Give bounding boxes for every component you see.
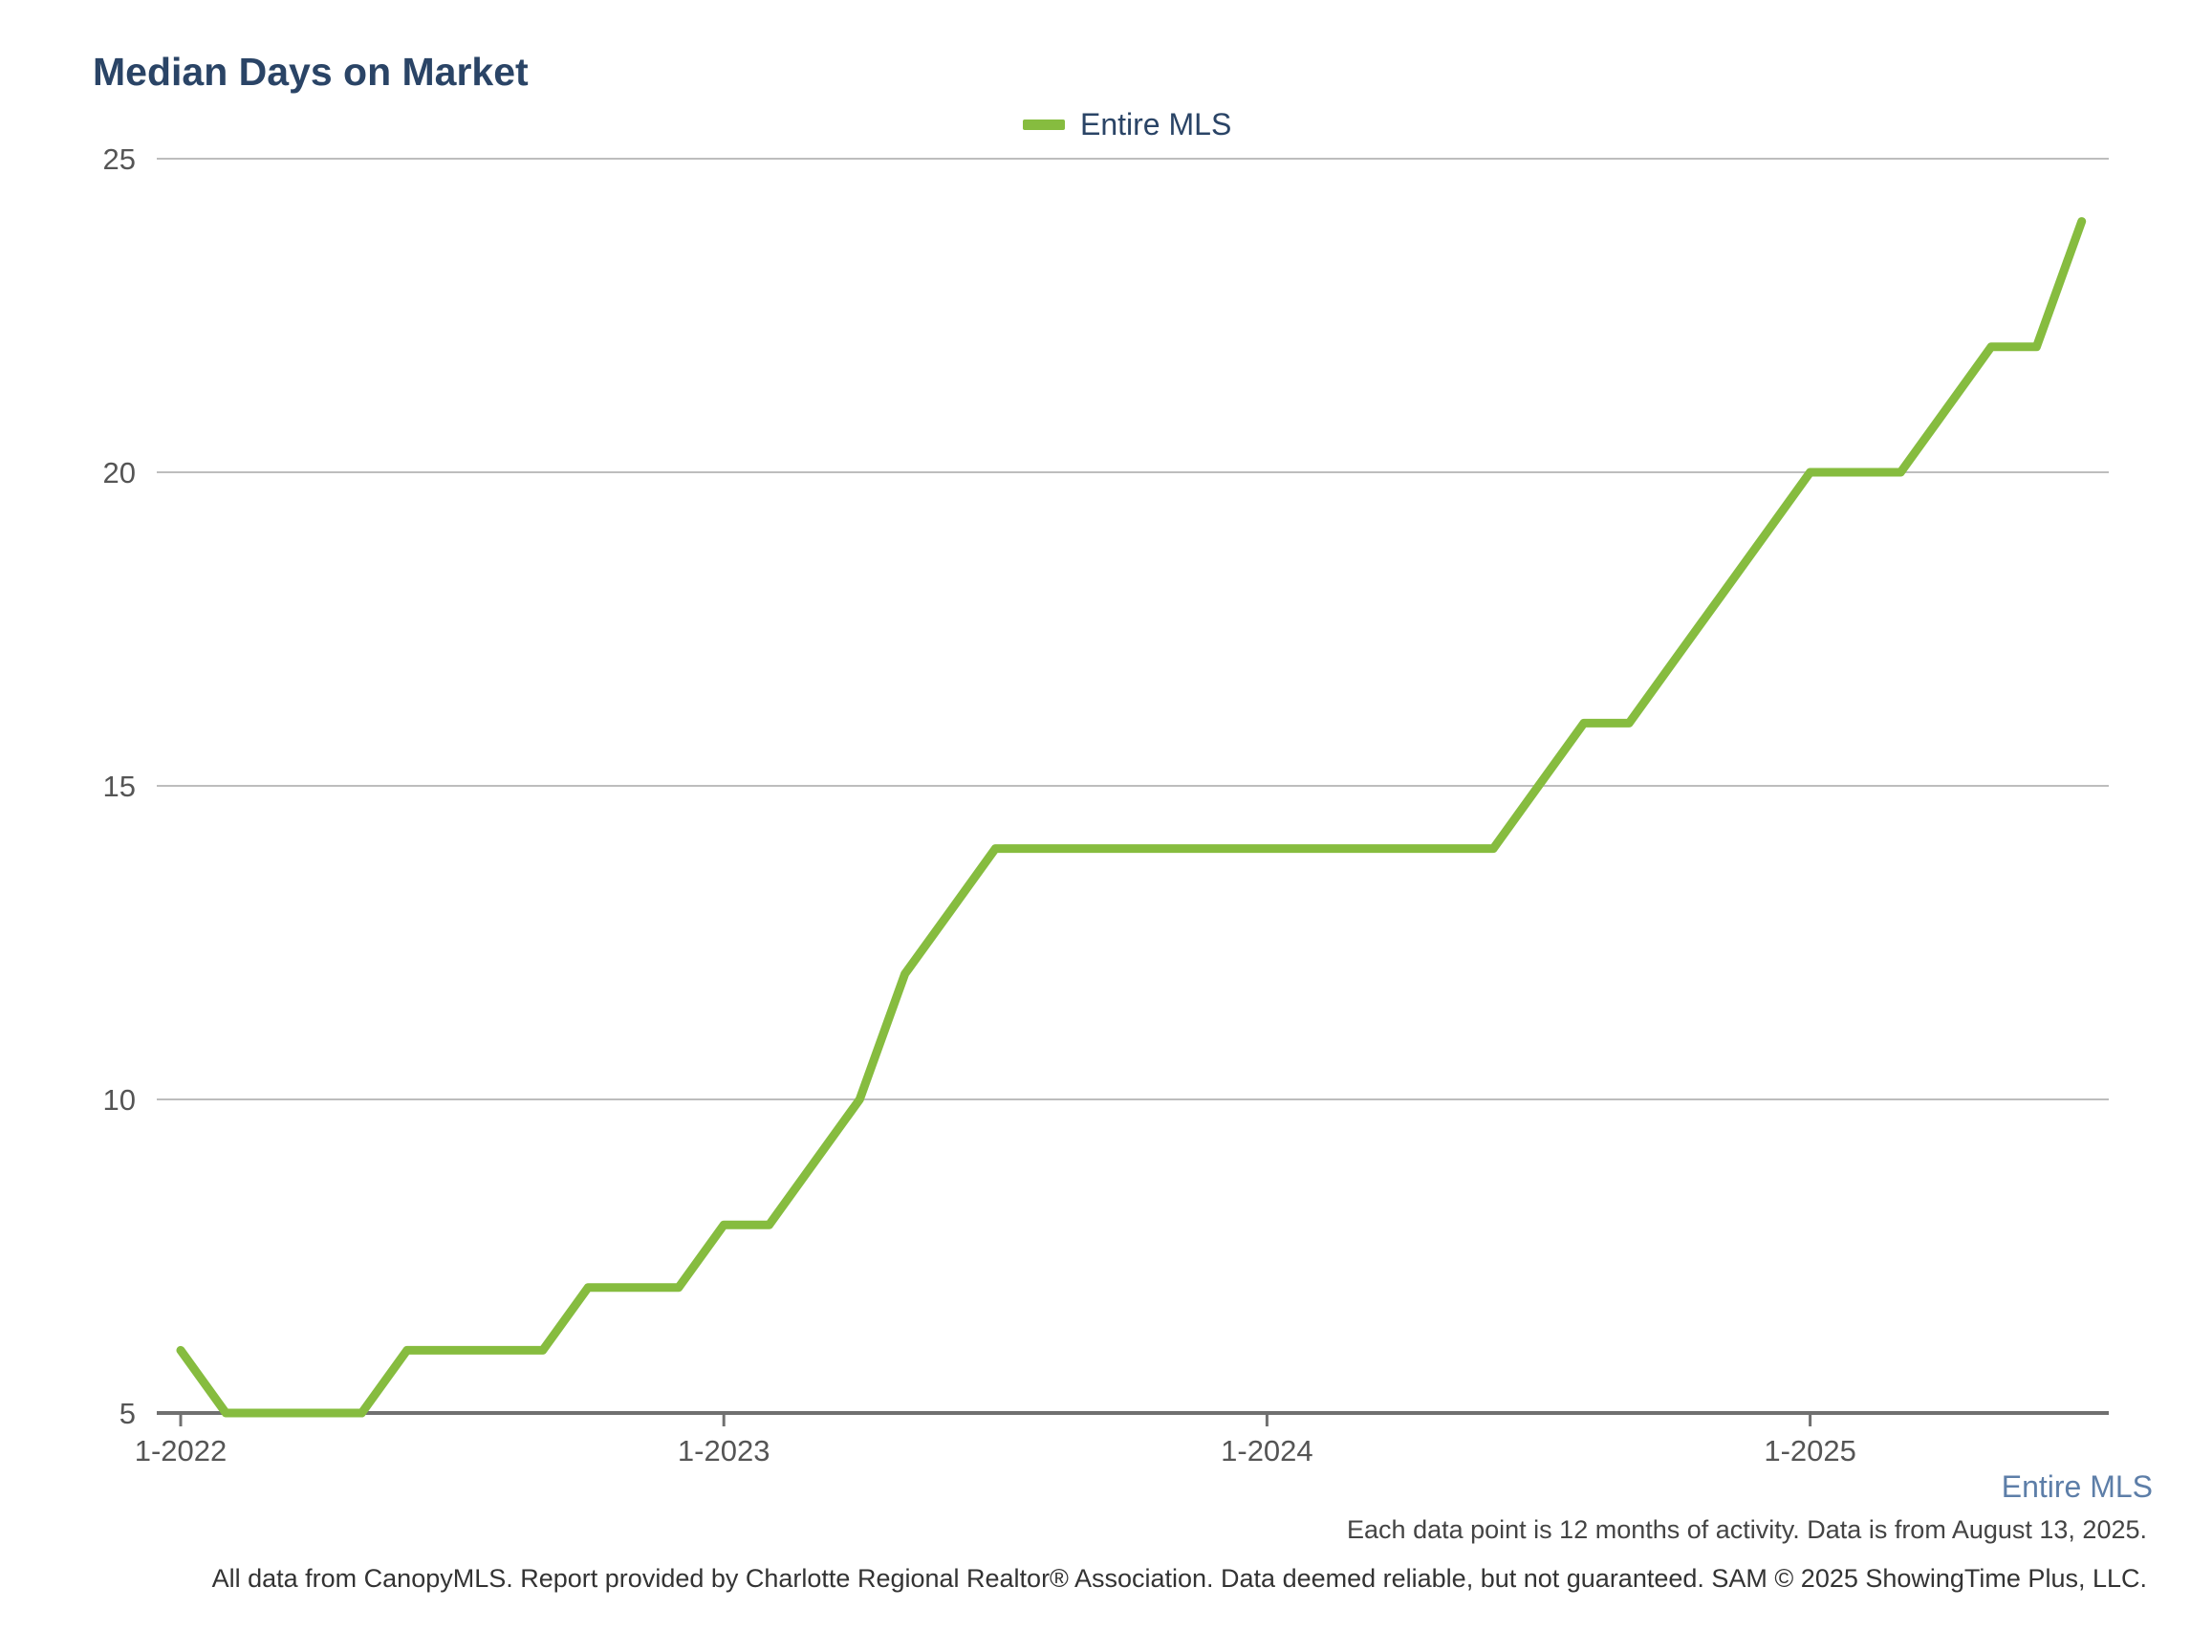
y-tick-label: 10 — [103, 1083, 136, 1117]
y-tick-label: 20 — [103, 456, 136, 489]
y-tick-label: 25 — [103, 142, 136, 176]
legend-swatch — [1023, 120, 1065, 130]
legend[interactable]: Entire MLS — [1023, 107, 1231, 142]
series-line-entire-mls — [176, 217, 2087, 1418]
x-tick-label: 1-2022 — [135, 1434, 228, 1467]
legend-label: Entire MLS — [1080, 107, 1232, 141]
y-tick-label: 15 — [103, 770, 136, 803]
chart-title: Median Days on Market — [93, 50, 529, 94]
area-label: Entire MLS — [2001, 1469, 2153, 1504]
x-tick-label: 1-2025 — [1764, 1434, 1856, 1467]
data-note: Each data point is 12 months of activity… — [1347, 1515, 2147, 1544]
y-tick-label: 5 — [119, 1397, 136, 1430]
x-tick-label: 1-2024 — [1221, 1434, 1313, 1467]
x-tick-label: 1-2023 — [678, 1434, 770, 1467]
footer-credit: All data from CanopyMLS. Report provided… — [211, 1564, 2147, 1593]
